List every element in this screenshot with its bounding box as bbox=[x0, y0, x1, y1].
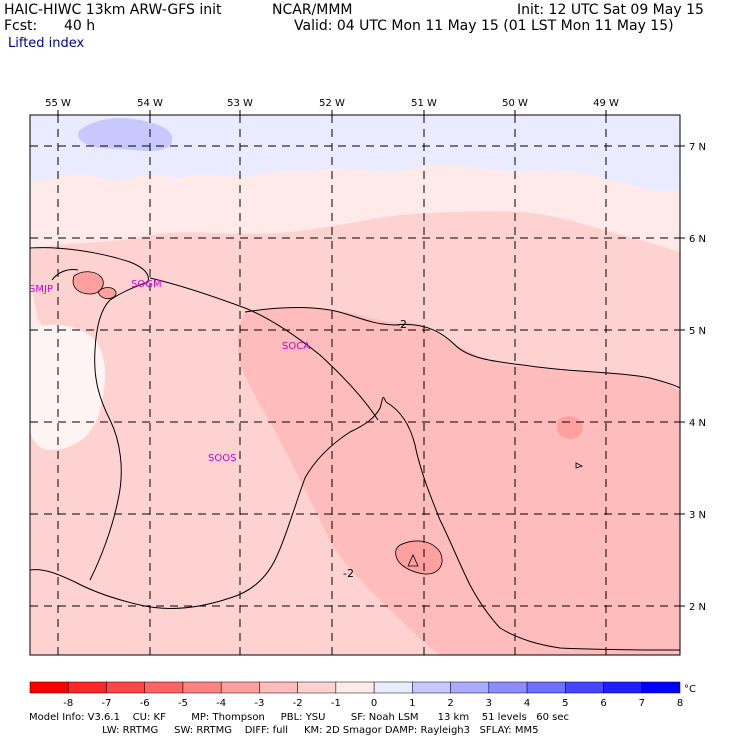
contour-lines bbox=[72, 271, 584, 575]
lat-label-3n: 3 N bbox=[689, 510, 706, 521]
border-south bbox=[30, 396, 387, 609]
latitude-labels: 7 N 6 N 5 N 4 N 3 N 2 N bbox=[689, 142, 706, 613]
field-band-0-to-1 bbox=[30, 115, 680, 192]
lat-label-2n: 2 N bbox=[689, 602, 706, 613]
station-soos: SOOS bbox=[208, 453, 236, 464]
field-patch-near-zero bbox=[30, 324, 105, 450]
colorbar-tick-label: 3 bbox=[486, 698, 492, 709]
coastline-west bbox=[51, 269, 79, 281]
org-label: NCAR/MMM bbox=[272, 2, 353, 18]
colorbar-swatch bbox=[106, 681, 145, 694]
coastline-north bbox=[244, 306, 680, 389]
colorbar-swatch bbox=[603, 681, 643, 694]
lat-label-5n: 5 N bbox=[689, 326, 706, 337]
lat-label-4n: 4 N bbox=[689, 418, 706, 429]
contour-label-1: -2 bbox=[396, 318, 407, 331]
contour-label-2: -2 bbox=[343, 567, 354, 580]
colorbar-swatch bbox=[220, 681, 260, 694]
lon-label-50w: 50 W bbox=[502, 98, 528, 109]
station-labels: SMJP SOGM SOCA SOOS bbox=[29, 279, 310, 464]
border-oyapock bbox=[385, 401, 680, 651]
colorbar-tick-label: 8 bbox=[677, 698, 683, 709]
field-patch-blue-east bbox=[557, 119, 667, 148]
forecast-hour: 40 h bbox=[64, 18, 96, 34]
field-patch-1-to-2 bbox=[78, 118, 173, 152]
graticule bbox=[30, 115, 680, 655]
colorbar-tick-label: 6 bbox=[600, 698, 606, 709]
coastlines-borders bbox=[30, 247, 680, 651]
colorbar-swatch bbox=[488, 681, 528, 694]
colorbar-tick-label: 4 bbox=[524, 698, 530, 709]
colorbar-swatch bbox=[67, 681, 107, 694]
station-sogm: SOGM bbox=[131, 279, 162, 290]
colorbar-swatch bbox=[412, 681, 451, 694]
colorbar-swatch bbox=[144, 681, 184, 694]
valid-time: Valid: 04 UTC Mon 11 May 15 (01 LST Mon … bbox=[294, 18, 674, 34]
border-north-interior bbox=[149, 277, 379, 421]
lon-label-51w: 51 W bbox=[411, 98, 437, 109]
border-suriname-guyana bbox=[30, 247, 149, 581]
colorbar-swatch bbox=[259, 681, 298, 694]
colorbar-tick-label: -7 bbox=[101, 698, 111, 709]
colorbar-swatch bbox=[373, 681, 413, 694]
colorbar-tick-label: -5 bbox=[178, 698, 188, 709]
model-title: HAIC-HIWC 13km ARW-GFS init bbox=[4, 2, 222, 18]
forecast-label: Fcst: bbox=[4, 18, 38, 34]
field-patch-neg3-west2 bbox=[98, 287, 117, 299]
lon-label-54w: 54 W bbox=[137, 98, 163, 109]
colorbar-tick-label: -2 bbox=[293, 698, 303, 709]
colorbar-tick-label: 1 bbox=[409, 698, 415, 709]
colorbar-tick-label: -4 bbox=[216, 698, 226, 709]
axis-ticks bbox=[57, 110, 685, 607]
model-info-line1: Model Info: V3.6.1 CU: KF MP: Thompson P… bbox=[29, 712, 569, 723]
colorbar-swatch bbox=[182, 681, 222, 694]
lon-label-53w: 53 W bbox=[227, 98, 253, 109]
map-frame bbox=[29, 114, 681, 656]
colorbar-swatch bbox=[297, 681, 337, 694]
station-soca: SOCA bbox=[282, 341, 310, 352]
colorbar-tick-label: -1 bbox=[331, 698, 341, 709]
colorbar-swatch bbox=[526, 681, 566, 694]
init-time: Init: 12 UTC Sat 09 May 15 bbox=[517, 2, 704, 18]
field-patch-neg3-west bbox=[73, 271, 104, 294]
colorbar: -8 -7 -6 -5 -4 -3 -2 -1 0 1 2 3 4 5 6 7 8°C bbox=[29, 681, 696, 709]
colorbar-swatch bbox=[450, 681, 490, 694]
lat-label-7n: 7 N bbox=[689, 142, 706, 153]
lifted-index-field bbox=[30, 115, 680, 655]
lon-label-49w: 49 W bbox=[593, 98, 619, 109]
model-info-line2: LW: RRTMG SW: RRTMG DIFF: full KM: 2D Sm… bbox=[29, 725, 539, 736]
field-patch-neg3-south bbox=[395, 540, 443, 575]
colorbar-swatch bbox=[29, 681, 69, 694]
lat-label-6n: 6 N bbox=[689, 234, 706, 245]
colorbar-swatch bbox=[335, 681, 375, 694]
colorbar-tick-label: 2 bbox=[447, 698, 453, 709]
colorbar-unit: °C bbox=[684, 684, 696, 695]
longitude-labels: 55 W 54 W 53 W 52 W 51 W 50 W 49 W bbox=[45, 98, 619, 109]
lon-label-52w: 52 W bbox=[319, 98, 345, 109]
colorbar-swatch bbox=[641, 681, 681, 694]
lon-label-55w: 55 W bbox=[45, 98, 71, 109]
field-band-neg2-to-neg3 bbox=[237, 307, 680, 655]
colorbar-tick-label: -3 bbox=[254, 698, 264, 709]
colorbar-swatch bbox=[565, 681, 604, 694]
colorbar-tick-label: 7 bbox=[639, 698, 645, 709]
station-smjp: SMJP bbox=[29, 284, 53, 295]
colorbar-tick-label: -6 bbox=[140, 698, 150, 709]
colorbar-tick-label: -8 bbox=[63, 698, 73, 709]
colorbar-tick-label: 5 bbox=[562, 698, 568, 709]
colorbar-tick-label: 0 bbox=[371, 698, 377, 709]
field-name: Lifted index bbox=[8, 36, 85, 51]
